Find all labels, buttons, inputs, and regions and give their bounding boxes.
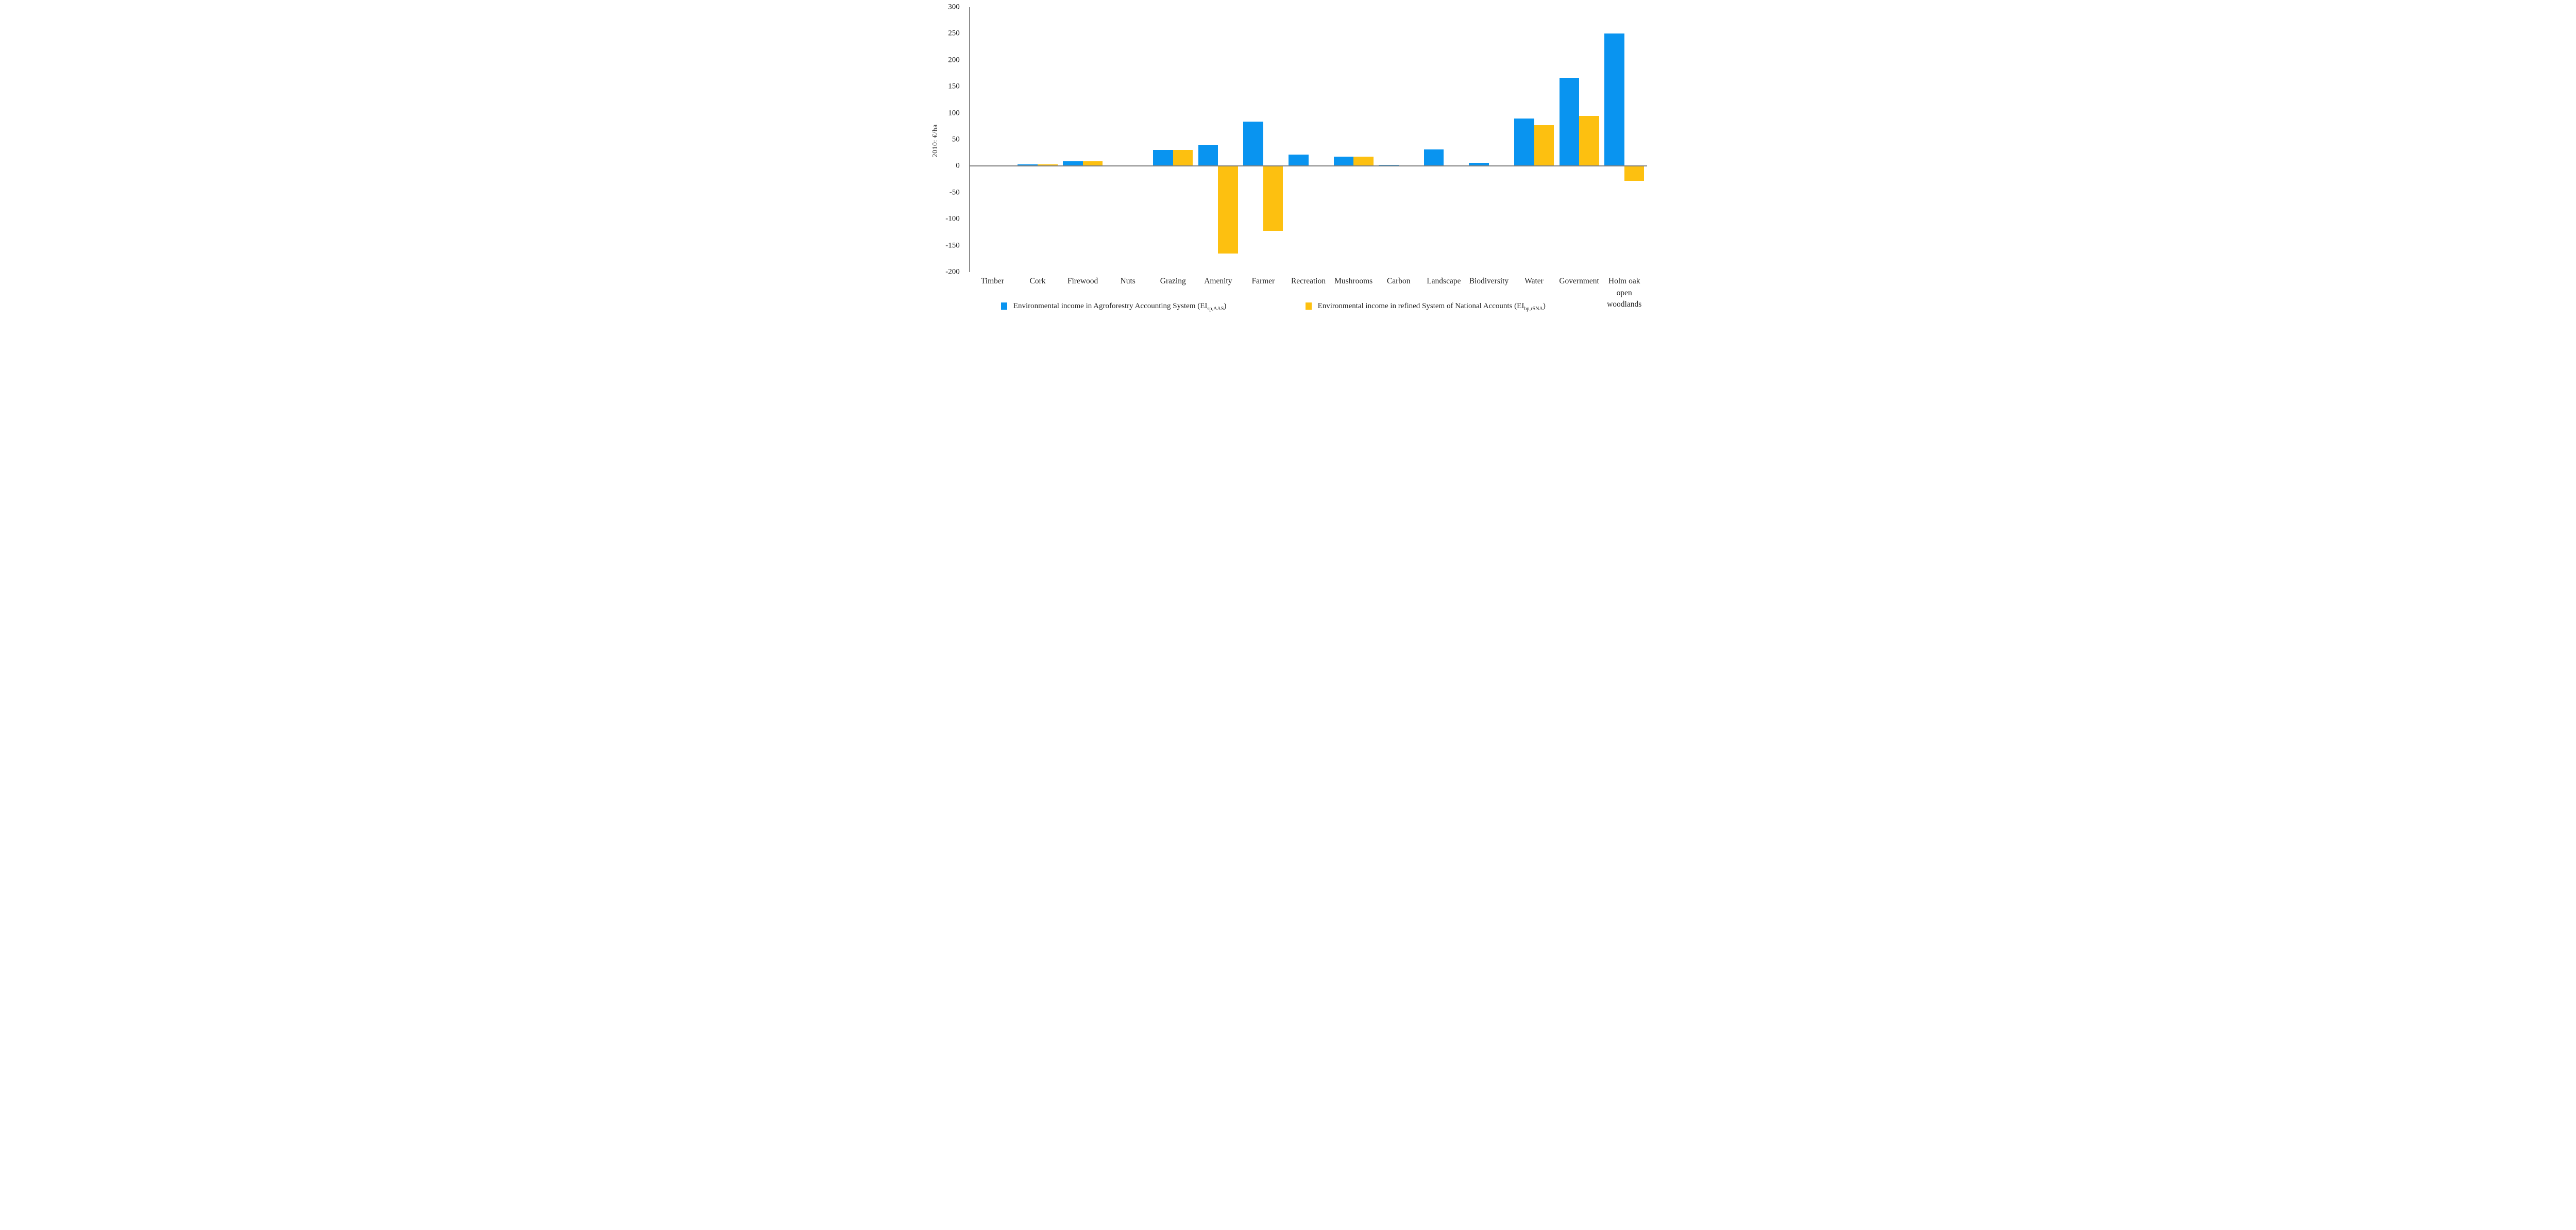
bar-group <box>1015 7 1060 273</box>
bar-group <box>1331 7 1376 273</box>
y-tick-label: 0 <box>956 161 960 170</box>
x-axis-label: Cork <box>1029 277 1046 286</box>
bar-aas-biodiversity <box>1469 163 1489 166</box>
y-tick-label: 300 <box>948 3 960 11</box>
y-tick-label: -100 <box>945 214 960 223</box>
bar-aas-government <box>1559 77 1580 166</box>
x-axis-label: Grazing <box>1160 277 1186 286</box>
legend-label-suffix: ) <box>1224 301 1227 310</box>
x-axis-zero-line <box>969 165 1647 167</box>
bar-aas-cork <box>1018 164 1038 166</box>
x-axis-label: Timber <box>980 277 1004 286</box>
legend-label: Environmental income in Agroforestry Acc… <box>1013 301 1227 312</box>
x-axis-label: Farmer <box>1251 277 1275 286</box>
legend: Environmental income in Agroforestry Acc… <box>927 302 1649 314</box>
legend-label-subscript: bp,rSNA <box>1524 306 1543 312</box>
x-axis-label: Amenity <box>1204 277 1232 286</box>
y-tick-label: -200 <box>945 267 960 276</box>
bar-group <box>1466 7 1512 273</box>
x-axis-label: Mushrooms <box>1334 277 1373 286</box>
legend-label-subscript: sp,AAS <box>1207 306 1224 312</box>
x-axis-label: Firewood <box>1067 277 1098 286</box>
bar-rsna-firewood <box>1082 161 1103 166</box>
bar-aas-farmer <box>1243 122 1263 166</box>
bar-aas-water <box>1514 118 1534 166</box>
bar-aas-amenity <box>1198 145 1218 166</box>
bar-rsna-water <box>1534 125 1554 166</box>
legend-item-rsna: Environmental income in refined System o… <box>1305 301 1546 312</box>
x-axis-label: Government <box>1559 277 1599 286</box>
bar-group <box>1556 7 1602 273</box>
x-axis-label: Carbon <box>1386 277 1411 286</box>
bar-rsna-government <box>1579 115 1599 166</box>
legend-label: Environmental income in refined System o… <box>1317 301 1546 312</box>
bar-group <box>1286 7 1331 273</box>
chart: 2010: €/ha 300 250 200 150 100 50 0 -50 -100 -150… <box>927 0 1649 318</box>
bar-aas-carbon <box>1379 165 1399 166</box>
y-axis-ticks: 300 250 200 150 100 50 0 -50 -100 -150 -200 <box>927 3 965 276</box>
bar-aas-mushrooms <box>1333 156 1354 166</box>
plot-area <box>969 7 1647 273</box>
bar-groups <box>970 7 1647 273</box>
x-axis-labels: Timber Cork Firewood Nuts Grazing Amenity Farm… <box>970 276 1647 310</box>
bar-group <box>1150 7 1196 273</box>
x-axis-label: Landscape <box>1427 277 1461 286</box>
bar-group <box>1196 7 1241 273</box>
y-tick-label: 200 <box>948 56 960 64</box>
y-axis-line <box>969 7 970 273</box>
y-tick-label: 250 <box>948 29 960 38</box>
x-axis-label: Holm oak open woodlands <box>1607 277 1642 309</box>
bar-aas-grazing <box>1153 149 1173 166</box>
bar-rsna-farmer <box>1263 166 1283 231</box>
legend-color-swatch <box>1305 302 1312 310</box>
y-tick-label: 50 <box>952 135 960 144</box>
bar-aas-holm-oak-open-woodlands <box>1604 33 1624 166</box>
bar-rsna-amenity <box>1218 166 1238 254</box>
bar-group <box>1512 7 1557 273</box>
legend-item-aas: Environmental income in Agroforestry Acc… <box>1001 301 1227 312</box>
bar-aas-firewood <box>1063 161 1083 166</box>
bar-group <box>1602 7 1647 273</box>
bar-rsna-holm-oak-open-woodlands <box>1624 166 1645 181</box>
x-axis-label: Biodiversity <box>1469 277 1509 286</box>
legend-color-swatch <box>1001 302 1007 310</box>
bar-aas-landscape <box>1423 149 1444 166</box>
legend-label-prefix: Environmental income in refined System o… <box>1317 301 1524 310</box>
x-axis-label: Nuts <box>1120 277 1136 286</box>
y-tick-label: -150 <box>945 241 960 250</box>
bar-group <box>1241 7 1286 273</box>
bar-group <box>1421 7 1467 273</box>
y-tick-label: 150 <box>948 82 960 91</box>
legend-label-suffix: ) <box>1543 301 1546 310</box>
bar-rsna-cork <box>1037 164 1058 166</box>
bar-rsna-grazing <box>1173 149 1193 166</box>
x-axis-label: Recreation <box>1291 277 1326 286</box>
bar-aas-recreation <box>1289 154 1309 166</box>
y-tick-label: 100 <box>948 109 960 117</box>
bar-group <box>970 7 1015 273</box>
x-axis-label: Water <box>1524 277 1544 286</box>
bar-rsna-mushrooms <box>1353 156 1374 166</box>
y-tick-label: -50 <box>949 188 960 197</box>
bar-group <box>1376 7 1421 273</box>
bar-group <box>1105 7 1150 273</box>
bar-group <box>1060 7 1106 273</box>
legend-label-prefix: Environmental income in Agroforestry Acc… <box>1013 301 1208 310</box>
